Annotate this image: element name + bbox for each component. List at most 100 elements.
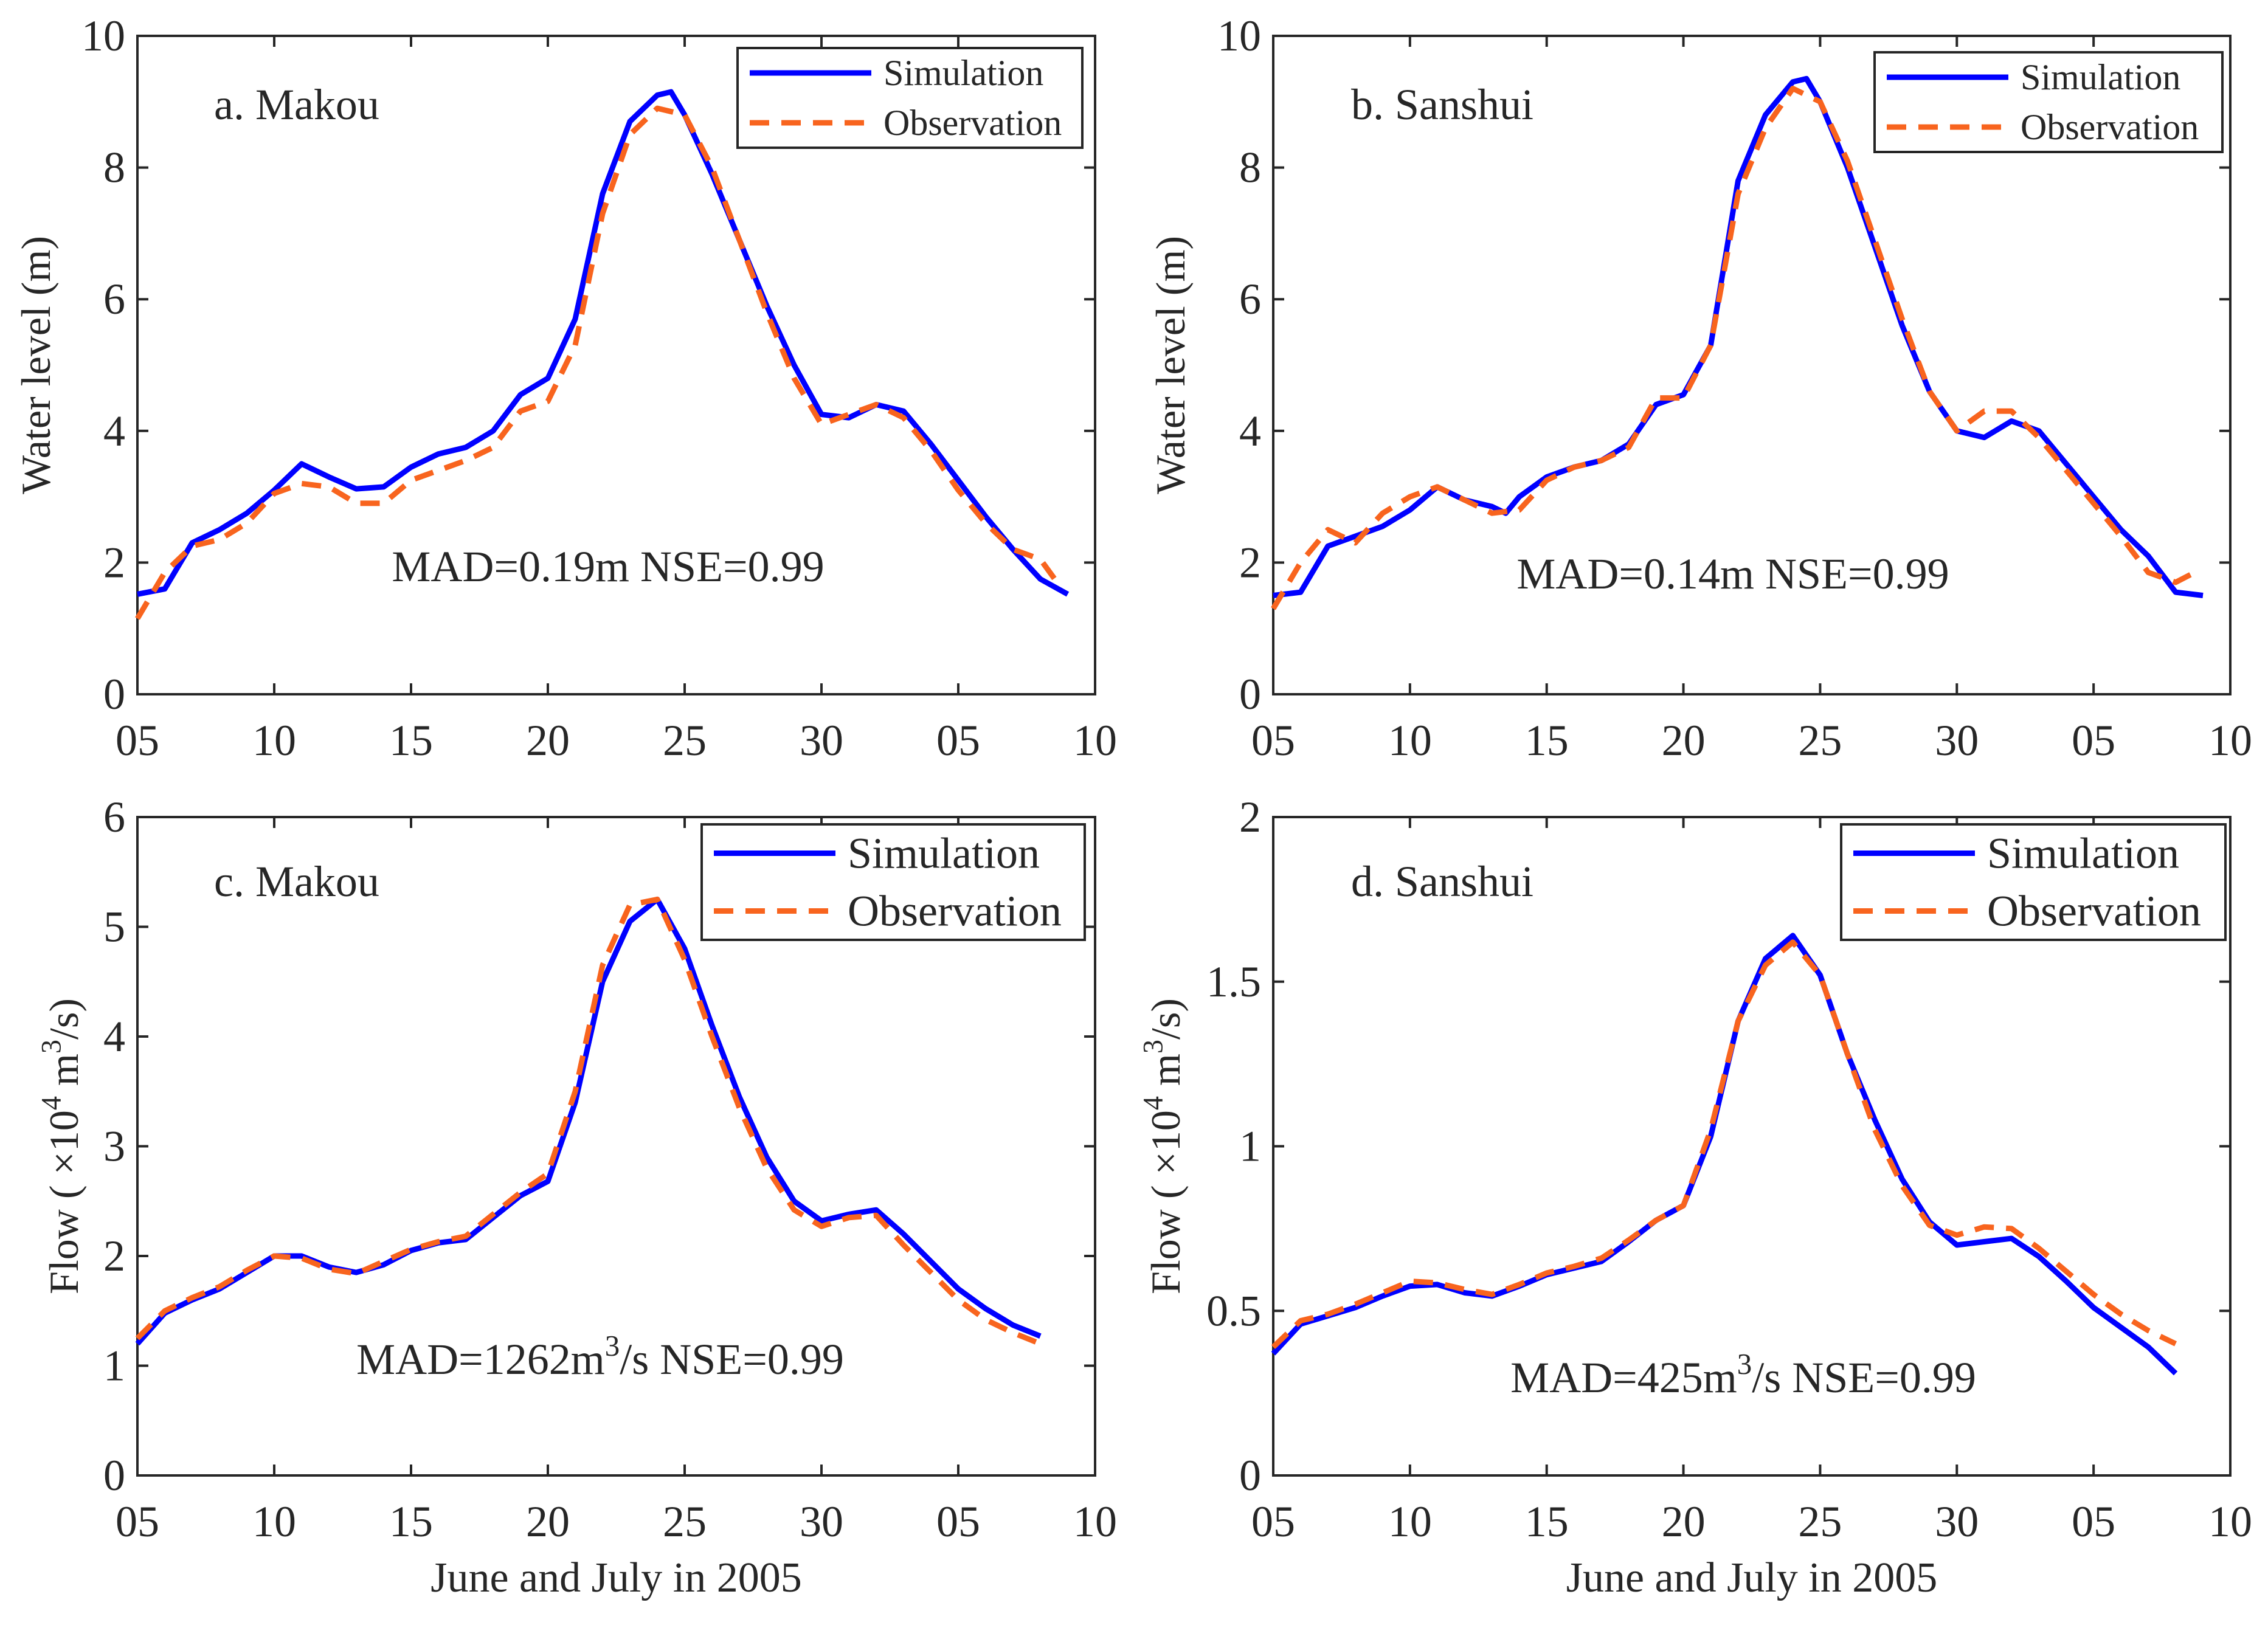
x-tick-label: 15 (1525, 716, 1569, 765)
legend: Simulation Observation (1840, 823, 2227, 941)
simulation-line (137, 89, 1070, 597)
legend-box (700, 823, 1086, 941)
y-tick-label: 6 (1239, 275, 1261, 323)
observation-line (1271, 86, 2196, 610)
text-segment: Water level (m) (1147, 236, 1194, 494)
metrics-annotation: MAD=0.19m NSE=0.99 (392, 542, 824, 591)
y-tick-label: 0 (1239, 1451, 1261, 1500)
legend-box (1840, 823, 2227, 941)
chart-panel-a: 05 10 15 20 25 30 05 10 0 2 4 6 8 10 Water level (m) a.… (13, 12, 1117, 765)
y-tick-label: 0.5 (1206, 1286, 1261, 1335)
y-tick-label: 4 (1239, 407, 1261, 455)
metrics-annotation: MAD=1262m3​/s NSE=0.99 (356, 1329, 844, 1384)
x-tick-label: 25 (1798, 716, 1842, 765)
y-tick-label: 3 (103, 1122, 125, 1171)
text-segment: /s NSE=0.99 (620, 1335, 844, 1384)
x-tick-label: 10 (2208, 1497, 2252, 1546)
x-tick-label: 05 (116, 716, 159, 765)
x-tick-label: 05 (936, 716, 980, 765)
superscript: 3 (1737, 1347, 1752, 1381)
x-tick-label: 15 (389, 1497, 433, 1546)
legend-label: Simulation (1987, 829, 2179, 877)
text-segment: /s) (41, 998, 87, 1040)
text-segment: MAD=1262m (356, 1335, 605, 1384)
chart-panel-b: 05 10 15 20 25 30 05 10 0 2 4 6 8 10 Water level (m) b.… (1147, 12, 2252, 765)
panel-label: a. Makou (214, 80, 379, 129)
y-tick-label: 2 (103, 538, 125, 587)
superscript: 4 (1138, 1096, 1169, 1110)
y-tick-label: 10 (1217, 12, 1261, 60)
legend: Simulation Observation (1873, 51, 2224, 153)
legend-label: Observation (2021, 107, 2199, 147)
legend: Simulation Observation (736, 47, 1084, 149)
superscript: 3 (605, 1329, 620, 1362)
text-segment: m (1143, 1054, 1189, 1096)
y-tick-label: 8 (103, 143, 125, 192)
legend-box (1873, 51, 2224, 153)
y-tick-label: 1 (103, 1342, 125, 1390)
text-segment: Flow ( ×10 (1143, 1110, 1189, 1294)
x-tick-label: 30 (800, 1497, 843, 1546)
x-tick-label: 25 (1798, 1497, 1842, 1546)
text-segment: /s) (1143, 998, 1189, 1040)
superscript: 3 (1138, 1040, 1169, 1054)
text-segment: /s NSE=0.99 (1752, 1353, 1976, 1402)
legend-label: Observation (883, 103, 1062, 143)
legend-label: Simulation (2021, 57, 2180, 97)
y-axis-label: Water level (m) (1147, 236, 1194, 494)
superscript: 4 (36, 1096, 67, 1110)
y-tick-label: 1.5 (1206, 957, 1261, 1006)
y-tick-label: 0 (1239, 670, 1261, 719)
x-tick-label: 20 (1662, 1497, 1706, 1546)
chart-panel-d: 05 10 15 20 25 30 05 10 0 0.5 1 1.5 2 Flow ( ×104​ m3… (1138, 793, 2252, 1601)
superscript: 3 (36, 1040, 67, 1054)
y-tick-label: 4 (103, 407, 125, 455)
x-tick-label: 05 (1251, 1497, 1295, 1546)
x-tick-label: 10 (2208, 716, 2252, 765)
y-axis-label: Flow ( ×104​ m3​/s) (1138, 998, 1189, 1294)
y-axis-label: Water level (m) (13, 236, 59, 494)
legend-label: Observation (1987, 886, 2201, 935)
x-tick-label: 25 (663, 716, 707, 765)
x-tick-label: 05 (2072, 716, 2115, 765)
x-tick-label: 20 (526, 1497, 570, 1546)
x-tick-label: 05 (116, 1497, 159, 1546)
x-tick-label: 10 (252, 716, 296, 765)
x-tick-label: 30 (800, 716, 843, 765)
x-tick-label: 10 (1388, 1497, 1432, 1546)
x-tick-label: 20 (526, 716, 570, 765)
y-tick-label: 2 (1239, 793, 1261, 841)
metrics-annotation: MAD=425m3​/s NSE=0.99 (1510, 1347, 1976, 1402)
x-tick-label: 10 (1388, 716, 1432, 765)
y-tick-label: 5 (103, 903, 125, 951)
panel-label: d. Sanshui (1351, 857, 1533, 906)
text-segment: m (41, 1054, 87, 1096)
x-tick-label: 25 (663, 1497, 707, 1546)
text-segment: MAD=0.19m NSE=0.99 (392, 542, 824, 591)
observation-line (135, 105, 1062, 620)
x-tick-label: 15 (389, 716, 433, 765)
x-tick-label: 05 (936, 1497, 980, 1546)
text-segment: Flow ( ×10 (41, 1110, 87, 1294)
y-tick-label: 2 (1239, 538, 1261, 587)
legend-box (736, 47, 1084, 149)
x-tick-label: 15 (1525, 1497, 1569, 1546)
legend-label: Observation (848, 886, 1062, 935)
x-tick-label: 10 (1073, 1497, 1117, 1546)
y-tick-label: 0 (103, 1451, 125, 1500)
x-tick-label: 05 (2072, 1497, 2115, 1546)
text-segment: Water level (m) (13, 236, 59, 494)
y-tick-label: 0 (103, 670, 125, 719)
panel-label: c. Makou (214, 857, 379, 906)
y-tick-label: 8 (1239, 143, 1261, 192)
panel-label: b. Sanshui (1351, 80, 1533, 129)
text-segment: MAD=425m (1510, 1353, 1737, 1402)
x-tick-label: 10 (252, 1497, 296, 1546)
x-tick-label: 05 (1251, 716, 1295, 765)
x-tick-label: 30 (1935, 716, 1979, 765)
y-tick-label: 6 (103, 275, 125, 323)
y-tick-label: 1 (1239, 1122, 1261, 1171)
x-tick-label: 10 (1073, 716, 1117, 765)
y-tick-label: 4 (103, 1012, 125, 1061)
